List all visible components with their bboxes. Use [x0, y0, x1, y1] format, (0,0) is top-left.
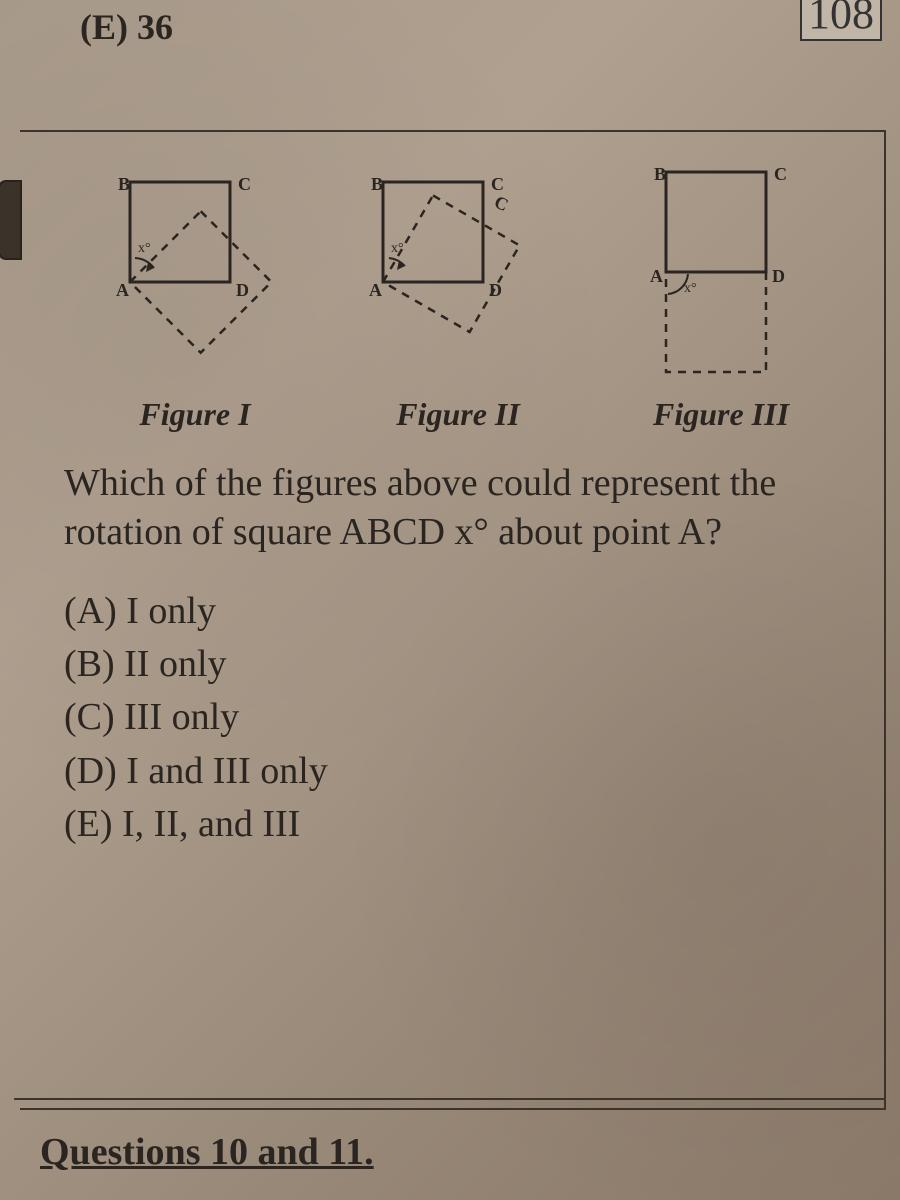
figure-3-svg: B C A D x°: [606, 162, 836, 392]
label-c: C: [491, 174, 504, 194]
figure-2-svg: B C A D C x°: [343, 162, 573, 392]
prev-question-option: (E) 36: [80, 6, 173, 48]
angle-label: x°: [138, 241, 151, 256]
divider-bottom: [14, 1098, 886, 1100]
label-a: A: [116, 280, 129, 300]
angle-label: x°: [684, 281, 697, 296]
label-b: B: [371, 174, 383, 194]
question-text: Which of the figures above could represe…: [40, 459, 856, 558]
figure-2-caption: Figure II: [396, 396, 520, 433]
figure-1: B C A D x° Figure I: [80, 162, 310, 433]
label-d: D: [772, 266, 785, 286]
label-d: D: [489, 280, 502, 300]
figure-3-caption: Figure III: [653, 396, 789, 433]
option-b[interactable]: (B) II only: [64, 639, 856, 690]
angle-label: x°: [391, 241, 404, 256]
figure-2: B C A D C x° Figure II: [343, 162, 573, 433]
label-a: A: [650, 266, 663, 286]
label-b: B: [118, 174, 130, 194]
marker-tab: [0, 180, 22, 260]
answer-options: (A) I only (B) II only (C) III only (D) …: [40, 586, 856, 850]
figures-row: B C A D x° Figure I: [40, 152, 856, 433]
page-number-top: 108: [800, 0, 882, 41]
label-c: C: [774, 164, 787, 184]
label-b: B: [654, 164, 666, 184]
question-panel: B C A D x° Figure I: [20, 130, 886, 1110]
option-a[interactable]: (A) I only: [64, 586, 856, 637]
figure-1-caption: Figure I: [139, 396, 250, 433]
figure-3: B C A D x° Figure III: [606, 162, 836, 433]
label-c: C: [238, 174, 251, 194]
label-d: D: [236, 280, 249, 300]
next-questions-heading: Questions 10 and 11.: [40, 1130, 374, 1174]
option-e[interactable]: (E) I, II, and III: [64, 799, 856, 850]
label-a: A: [369, 280, 382, 300]
label-c-rotated: C: [491, 191, 511, 215]
option-c[interactable]: (C) III only: [64, 692, 856, 743]
figure-1-svg: B C A D x°: [80, 162, 310, 392]
option-d[interactable]: (D) I and III only: [64, 746, 856, 797]
